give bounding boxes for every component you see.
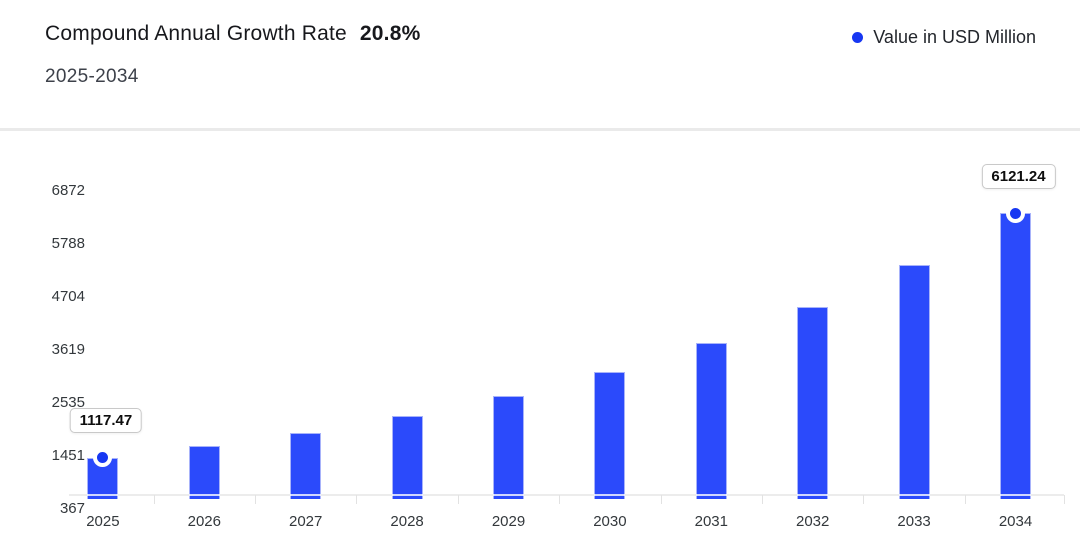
x-axis-line: [69, 493, 1064, 496]
y-axis-label: 1451: [51, 447, 85, 464]
cagr-value: 20.8%: [359, 22, 421, 45]
x-axis-label-2032: 2032: [796, 513, 830, 530]
legend-item[interactable]: Value in USD Million: [852, 27, 1036, 48]
bar-2030[interactable]: [594, 371, 626, 500]
x-axis-tick: [153, 494, 155, 504]
point-marker-2034: [1006, 203, 1025, 223]
x-axis-label-2034: 2034: [998, 513, 1033, 530]
y-axis-label: 2535: [51, 394, 85, 411]
x-axis-label-2028: 2028: [390, 513, 424, 530]
data-label-2034: 6121.24: [981, 163, 1056, 189]
y-axis-label: 6872: [51, 182, 85, 199]
x-axis-label-2033: 2033: [897, 513, 931, 530]
legend-marker-icon: [852, 32, 864, 43]
page-subtitle: 2025-2034: [45, 66, 139, 87]
header-divider: [0, 128, 1080, 131]
y-axis-label: 3619: [51, 341, 85, 358]
x-axis-tick: [863, 494, 865, 504]
x-axis-label-2025: 2025: [86, 513, 120, 530]
bar-2033[interactable]: [898, 264, 930, 500]
x-axis-tick: [356, 494, 358, 504]
bar-2026[interactable]: [188, 446, 220, 500]
bar-2028[interactable]: [391, 416, 423, 500]
point-marker-2025: [93, 448, 113, 468]
x-axis-tick: [964, 494, 966, 504]
x-axis-label-2031: 2031: [694, 513, 728, 530]
x-axis-tick: [559, 494, 561, 504]
y-axis-label: 367: [59, 500, 85, 517]
x-axis-label-2026: 2026: [187, 513, 221, 530]
bar-2027[interactable]: [290, 432, 322, 500]
x-axis-tick: [762, 494, 763, 504]
x-axis-tick: [660, 494, 662, 504]
title-text: Compound Annual Growth Rate: [45, 22, 347, 45]
bar-2025[interactable]: [87, 457, 119, 500]
bar-2034[interactable]: [1000, 213, 1031, 500]
x-axis-label-2029: 2029: [491, 513, 526, 530]
y-axis-label: 5788: [51, 235, 85, 252]
x-axis-label-2030: 2030: [593, 513, 627, 530]
bar-2032[interactable]: [797, 307, 829, 500]
x-axis-tick: [1063, 494, 1065, 504]
data-label-2025: 1117.47: [69, 408, 143, 434]
x-axis-tick: [255, 494, 256, 504]
legend-label: Value in USD Million: [873, 27, 1036, 47]
x-axis-label-2027: 2027: [289, 513, 323, 530]
bar-2031[interactable]: [695, 342, 727, 500]
x-axis-tick: [457, 494, 459, 504]
bar-2029[interactable]: [493, 396, 524, 500]
y-axis-label: 4704: [51, 288, 85, 305]
page-title: Compound Annual Growth Rate 20.8%: [45, 22, 420, 46]
